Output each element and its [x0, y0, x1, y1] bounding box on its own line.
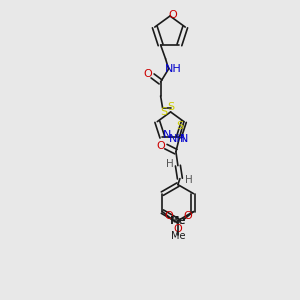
Text: NH: NH — [165, 64, 182, 74]
Text: N: N — [180, 134, 188, 144]
Text: S: S — [167, 102, 174, 112]
Text: O: O — [183, 212, 192, 221]
Text: S: S — [176, 121, 184, 130]
Text: H: H — [185, 175, 193, 184]
Text: Me: Me — [171, 216, 186, 226]
Text: N: N — [163, 130, 172, 140]
Text: O: O — [169, 10, 177, 20]
Text: S: S — [160, 107, 167, 117]
Text: H: H — [166, 159, 174, 169]
Text: Me: Me — [170, 216, 185, 226]
Text: O: O — [143, 69, 152, 79]
Text: O: O — [164, 212, 173, 221]
Text: O: O — [173, 224, 182, 234]
Text: NH: NH — [169, 134, 185, 144]
Text: Me: Me — [171, 231, 185, 241]
Text: O: O — [157, 141, 165, 151]
